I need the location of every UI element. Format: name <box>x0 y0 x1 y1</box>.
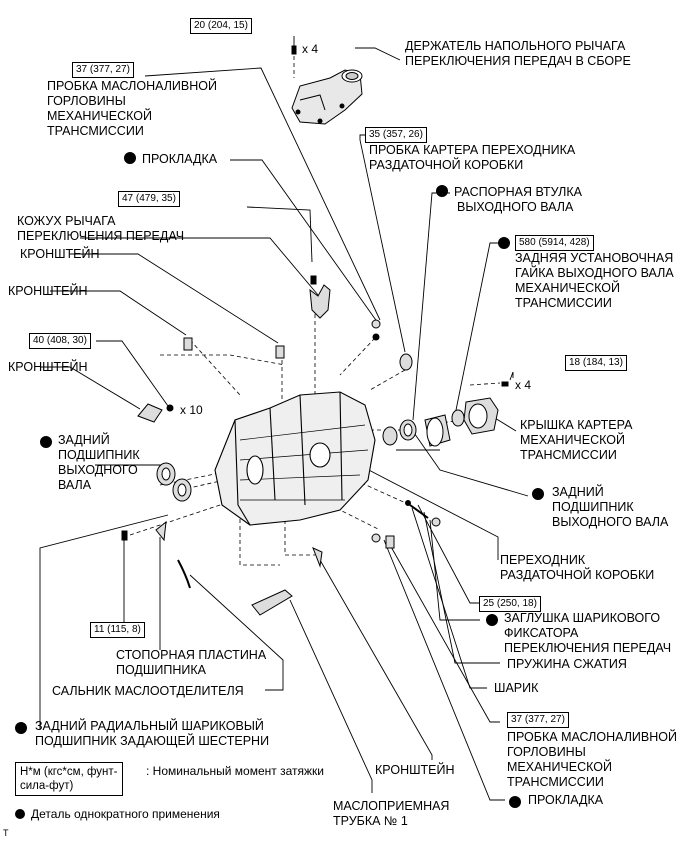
torque-18: 18 (184, 13) <box>565 355 627 371</box>
bracket-b-part <box>183 337 193 351</box>
nonreusable-dot-icon <box>40 436 52 448</box>
torque-25: 25 (250, 18) <box>479 596 541 612</box>
label-case-cover: КРЫШКА КАРТЕРА МЕХАНИЧЕСКОЙ ТРАНСМИССИИ <box>520 418 633 462</box>
leader-cover <box>80 237 319 296</box>
label-rear-bearing-left: ЗАДНИЙ ПОДШИПНИК ВЫХОДНОГО ВАЛА <box>58 433 140 492</box>
label-gasket-top: ПРОКЛАДКА <box>124 152 217 167</box>
nonreusable-dot-icon <box>15 722 27 734</box>
label-transfer-adapter-plug: ПРОБКА КАРТЕРА ПЕРЕХОДНИКА РАЗДАТОЧНОЙ К… <box>369 143 576 172</box>
label-rear-bearing-right: ЗАДНИЙ ПОДШИПНИК ВЫХОДНОГО ВАЛА <box>552 485 669 529</box>
qty-x4-cover: x 4 <box>515 378 532 392</box>
torque-40: 40 (408, 30) <box>29 333 91 349</box>
bolt-47 <box>310 275 317 285</box>
label-bracket-b: КРОНШТЕЙН <box>8 284 88 298</box>
label-oil-pipe: МАСЛОПРИЕМНАЯ ТРУБКА № 1 <box>333 799 450 828</box>
legend-unit-box: Н*м (кгс*см, фунт- сила-фут) <box>15 762 123 796</box>
nonreusable-dot-icon <box>124 152 136 164</box>
leader-ball <box>411 507 487 689</box>
label-gasket-bottom: ПРОКЛАДКА <box>528 793 604 807</box>
adapter-plug-part <box>399 353 413 371</box>
label-spring: ПРУЖИНА СЖАТИЯ <box>507 657 627 671</box>
leader-radial <box>39 514 169 730</box>
legend-nonreusable: Деталь однократного применения <box>15 807 220 822</box>
oil-seal-part <box>177 559 191 589</box>
qty-x10: x 10 <box>180 403 203 417</box>
label-bracket-a: КРОНШТЕЙН <box>20 247 100 261</box>
torque-37-bottom: 37 (377, 27) <box>507 712 569 728</box>
leader-bracket-b <box>50 290 187 336</box>
leader-seal <box>189 574 284 691</box>
torque-35: 35 (357, 26) <box>365 127 427 143</box>
label-filler-plug-bottom: ПРОБКА МАСЛОНАЛИВНОЙ ГОРЛОВИНЫ МЕХАНИЧЕС… <box>507 730 677 789</box>
nonreusable-dot-icon <box>498 237 510 249</box>
label-bearing-plate: СТОПОРНАЯ ПЛАСТИНА ПОДШИПНИКА <box>116 648 267 677</box>
nonreusable-dot-icon <box>436 185 448 197</box>
leader-spring <box>423 511 500 664</box>
bracket-a-part <box>275 345 285 359</box>
leader-torque47 <box>246 206 313 263</box>
nonreusable-dot-icon <box>486 614 498 626</box>
gasket-top-part <box>371 319 381 329</box>
label-oil-separator-seal: САЛЬНИК МАСЛООТДЕЛИТЕЛЯ <box>52 684 244 698</box>
leader-adapter <box>362 466 499 560</box>
label-bracket-d: КРОНШТЕЙН <box>375 763 455 777</box>
shift-cover-part <box>309 284 331 319</box>
leader-filler-top <box>144 67 381 321</box>
bolt-11 <box>121 530 128 541</box>
leader-25 <box>417 504 480 604</box>
shift-lever-holder-part <box>291 69 363 125</box>
leader-bracket-d <box>319 559 433 760</box>
torque-580: 580 (5914, 428) <box>515 235 594 251</box>
lock-nut-part <box>451 409 465 427</box>
bearing-plate-part <box>155 520 167 542</box>
label-output-spacer: РАСПОРНАЯ ВТУЛКА ВЫХОДНОГО ВАЛА <box>436 185 582 215</box>
ball-plug-part <box>431 517 441 527</box>
nonreusable-dot-icon <box>15 809 25 819</box>
qty-x4-holder: x 4 <box>302 42 319 56</box>
leader-gasket-top <box>230 159 379 324</box>
leader-18 <box>509 371 514 381</box>
leader-ballplug <box>429 519 480 621</box>
leader-nut <box>454 242 505 416</box>
nonreusable-dot-icon <box>532 488 544 500</box>
leader-torque40 <box>96 340 169 407</box>
transmission-case <box>214 391 376 526</box>
bearing-right-part <box>382 426 398 446</box>
footer-mark: T <box>3 828 9 838</box>
label-filler-plug-top: ПРОБКА МАСЛОНАЛИВНОЙ ГОРЛОВИНЫ МЕХАНИЧЕС… <box>47 79 217 138</box>
label-ball: ШАРИК <box>494 681 539 695</box>
leader-adapter-plug <box>359 134 406 353</box>
label-ball-plug: ЗАГЛУШКА ШАРИКОВОГО ФИКСАТОРА ПЕРЕКЛЮЧЕН… <box>504 611 672 655</box>
bracket-d-part <box>312 547 323 568</box>
leader-filler-bottom <box>389 544 500 723</box>
label-radial-bearing: ЗАДНИЙ РАДИАЛЬНЫЙ ШАРИКОВЫЙ ПОДШИПНИК ЗА… <box>35 719 270 748</box>
label-transfer-adapter: ПЕРЕХОДНИК РАЗДАТОЧНОЙ КОРОБКИ <box>500 553 655 582</box>
label-rear-lock-nut: ЗАДНЯЯ УСТАНОВОЧНАЯ ГАЙКА ВЫХОДНОГО ВАЛА… <box>515 251 674 310</box>
leader-spacer <box>412 192 450 421</box>
ball-part <box>405 500 411 506</box>
filler-plug-bottom-part <box>385 535 395 549</box>
label-shift-lever-holder: ДЕРЖАТЕЛЬ НАПОЛЬНОГО РЫЧАГА ПЕРЕКЛЮЧЕНИЯ… <box>405 39 631 68</box>
leader-bracket-c <box>40 366 141 410</box>
spring-part <box>409 504 429 519</box>
torque-20: 20 (204, 15) <box>190 18 252 34</box>
label-bracket-c: КРОНШТЕЙН <box>8 360 88 374</box>
oil-pipe-part <box>251 589 293 616</box>
leader-bearing-right <box>396 429 529 497</box>
legend-unit-text: : Номинальный момент затяжки <box>146 764 324 778</box>
gasket-bottom-part <box>371 533 381 543</box>
bracket-c-part <box>137 403 163 423</box>
torque-47: 47 (479, 35) <box>118 191 180 207</box>
torque-37-top: 37 (377, 27) <box>72 62 134 78</box>
leader-bracket-a <box>70 253 279 344</box>
leader-holder <box>355 47 401 61</box>
label-shift-lever-cover: КОЖУХ РЫЧАГА ПЕРЕКЛЮЧЕНИЯ ПЕРЕДАЧ <box>17 214 185 243</box>
nonreusable-dot-icon <box>509 796 521 808</box>
leader-pipe <box>289 599 373 793</box>
leader-gasket-bottom <box>383 539 505 801</box>
torque-11: 11 (115, 8) <box>90 622 145 638</box>
